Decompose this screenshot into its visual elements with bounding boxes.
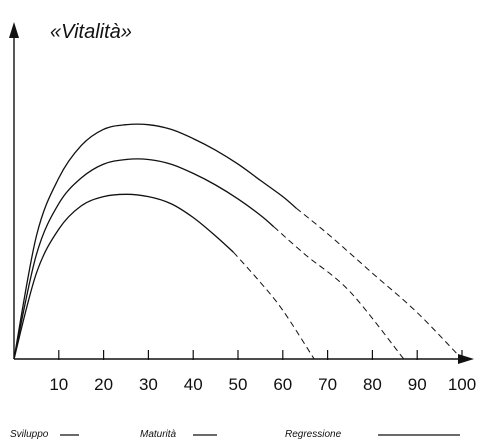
phase-label-1: Svilupp⁠o [10, 429, 49, 440]
y-axis-arrow-icon [9, 22, 19, 38]
x-tick-label-100: 100 [448, 375, 476, 394]
x-tick-label-20: 20 [94, 375, 113, 394]
phase-legend: Svilupp⁠o Maturità Regressione [10, 429, 460, 440]
x-tick-label-50: 50 [229, 375, 248, 394]
x-tick-label-90: 90 [408, 375, 427, 394]
axes [9, 22, 474, 364]
x-tick-label-10: 10 [49, 375, 68, 394]
curve-3-solid [13, 193, 234, 360]
x-ticks: 10 20 30 40 50 60 70 80 90 100 [49, 350, 476, 394]
curve-1-solid [13, 123, 297, 360]
curve-2-dashed [273, 226, 405, 360]
curve-1-dashed [295, 207, 463, 360]
chart-title: «Vitalità» [50, 21, 132, 43]
x-tick-label-60: 60 [273, 375, 292, 394]
x-tick-label-40: 40 [184, 375, 203, 394]
x-tick-label-30: 30 [139, 375, 158, 394]
phase-label-3: Regressione [285, 429, 342, 440]
curve-3-dashed [233, 251, 315, 360]
curves [13, 123, 463, 360]
x-tick-label-80: 80 [363, 375, 382, 394]
x-tick-label-70: 70 [318, 375, 337, 394]
x-axis-arrow-icon [458, 354, 474, 364]
curve-2-solid [13, 158, 275, 360]
phase-label-2: Maturità [140, 429, 177, 440]
